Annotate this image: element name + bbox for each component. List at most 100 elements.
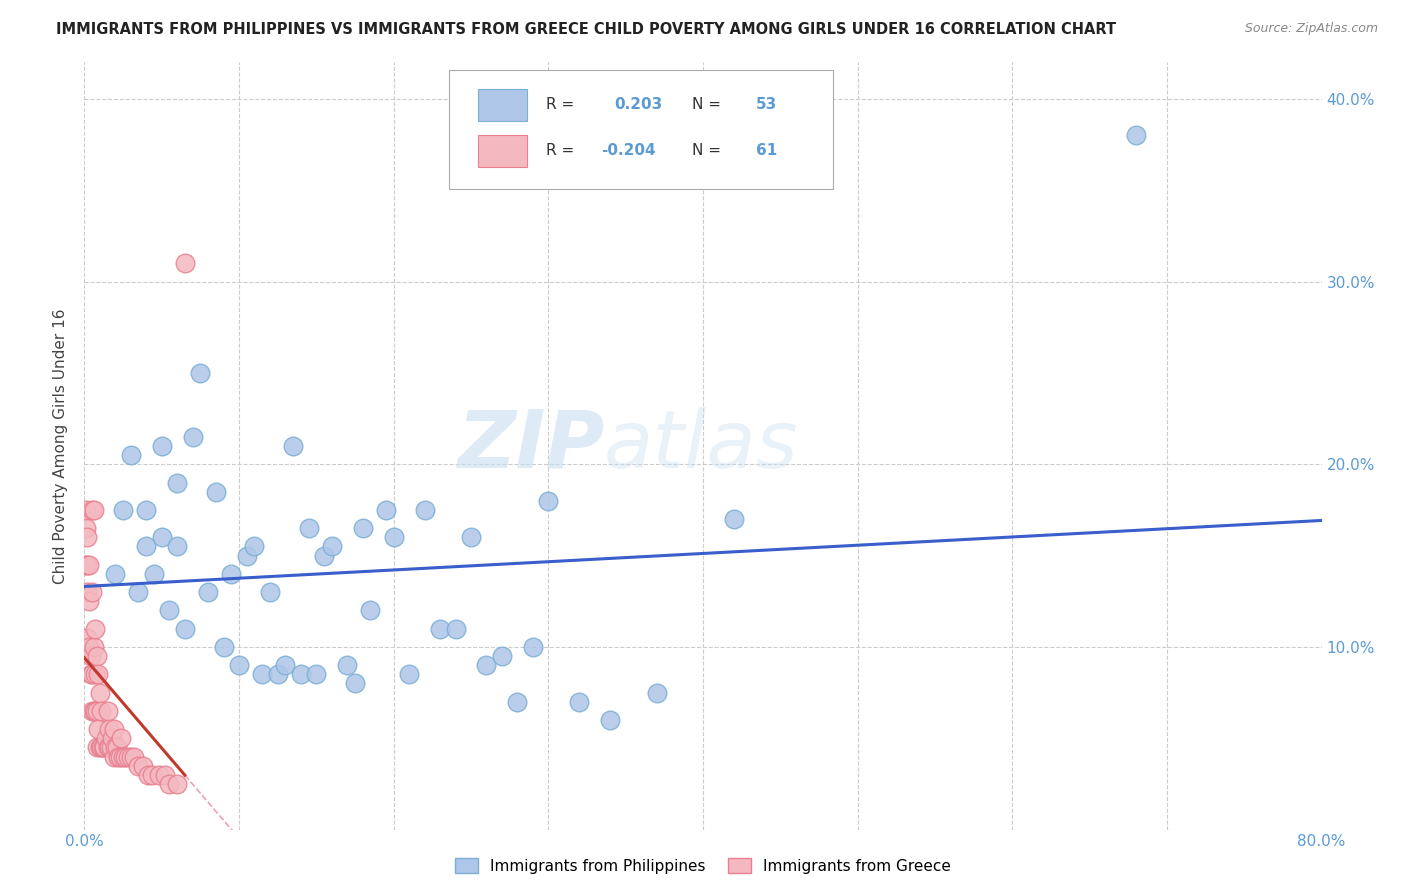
Point — [136, 768, 159, 782]
Point — [94, 731, 117, 746]
Point — [77, 558, 100, 572]
Point — [76, 558, 98, 572]
Point — [166, 475, 188, 490]
Point — [96, 740, 118, 755]
Point — [599, 713, 621, 727]
Point — [114, 749, 136, 764]
Point — [321, 540, 343, 554]
Point — [75, 558, 97, 572]
Point — [103, 749, 125, 764]
Point — [281, 439, 305, 453]
Point — [188, 366, 211, 380]
Point — [250, 667, 273, 681]
Point — [212, 640, 235, 654]
Point — [352, 521, 374, 535]
Point — [460, 530, 482, 544]
Text: IMMIGRANTS FROM PHILIPPINES VS IMMIGRANTS FROM GREECE CHILD POVERTY AMONG GIRLS : IMMIGRANTS FROM PHILIPPINES VS IMMIGRANT… — [56, 22, 1116, 37]
Point — [336, 658, 359, 673]
Text: 61: 61 — [756, 143, 778, 158]
Point — [259, 585, 281, 599]
Point — [290, 667, 312, 681]
Point — [343, 676, 366, 690]
Point — [127, 585, 149, 599]
Point — [305, 667, 328, 681]
Point — [83, 704, 105, 718]
Point — [132, 758, 155, 772]
Point — [141, 768, 163, 782]
Point — [90, 704, 112, 718]
Point — [77, 640, 100, 654]
Point — [243, 540, 266, 554]
Point — [86, 648, 108, 663]
Point — [89, 740, 111, 755]
Point — [267, 667, 290, 681]
Point — [475, 658, 498, 673]
Point — [82, 667, 104, 681]
Point — [537, 493, 560, 508]
Point — [297, 521, 319, 535]
FancyBboxPatch shape — [478, 135, 527, 167]
FancyBboxPatch shape — [478, 88, 527, 120]
Text: -0.204: -0.204 — [602, 143, 657, 158]
Point — [82, 704, 104, 718]
Text: atlas: atlas — [605, 407, 799, 485]
Point — [87, 667, 110, 681]
FancyBboxPatch shape — [450, 70, 832, 189]
Point — [96, 704, 118, 718]
Point — [143, 566, 166, 581]
Point — [166, 777, 188, 791]
Point — [75, 503, 97, 517]
Point — [91, 740, 114, 755]
Point — [219, 566, 242, 581]
Point — [79, 648, 101, 663]
Point — [360, 603, 382, 617]
Point — [398, 667, 420, 681]
Point — [413, 503, 436, 517]
Point — [107, 749, 129, 764]
Point — [568, 695, 591, 709]
Point — [112, 503, 135, 517]
Point — [228, 658, 250, 673]
Point — [174, 622, 197, 636]
Point — [491, 648, 513, 663]
Point — [174, 256, 197, 270]
Point — [645, 685, 668, 699]
Point — [90, 740, 112, 755]
Point — [103, 722, 125, 736]
Point — [93, 740, 115, 755]
Point — [127, 758, 149, 772]
Y-axis label: Child Poverty Among Girls Under 16: Child Poverty Among Girls Under 16 — [53, 309, 69, 583]
Point — [429, 622, 451, 636]
Point — [444, 622, 467, 636]
Point — [84, 667, 107, 681]
Text: R =: R = — [546, 97, 579, 112]
Text: 0.203: 0.203 — [614, 97, 662, 112]
Point — [235, 549, 259, 563]
Point — [159, 777, 180, 791]
Point — [197, 585, 219, 599]
Point — [84, 704, 107, 718]
Point — [274, 658, 297, 673]
Point — [83, 503, 105, 517]
Point — [104, 566, 127, 581]
Point — [135, 540, 157, 554]
Point — [112, 749, 135, 764]
Point — [117, 749, 139, 764]
Point — [110, 731, 132, 746]
Point — [100, 740, 122, 755]
Point — [75, 521, 97, 535]
Text: N =: N = — [692, 143, 725, 158]
Point — [89, 685, 111, 699]
Point — [153, 768, 176, 782]
Legend: Immigrants from Philippines, Immigrants from Greece: Immigrants from Philippines, Immigrants … — [449, 852, 957, 880]
Point — [77, 594, 100, 608]
Point — [205, 484, 228, 499]
Point — [374, 503, 398, 517]
Point — [86, 704, 108, 718]
Point — [150, 530, 173, 544]
Point — [150, 439, 173, 453]
Point — [135, 503, 157, 517]
Text: N =: N = — [692, 97, 725, 112]
Point — [105, 740, 128, 755]
Point — [166, 540, 188, 554]
